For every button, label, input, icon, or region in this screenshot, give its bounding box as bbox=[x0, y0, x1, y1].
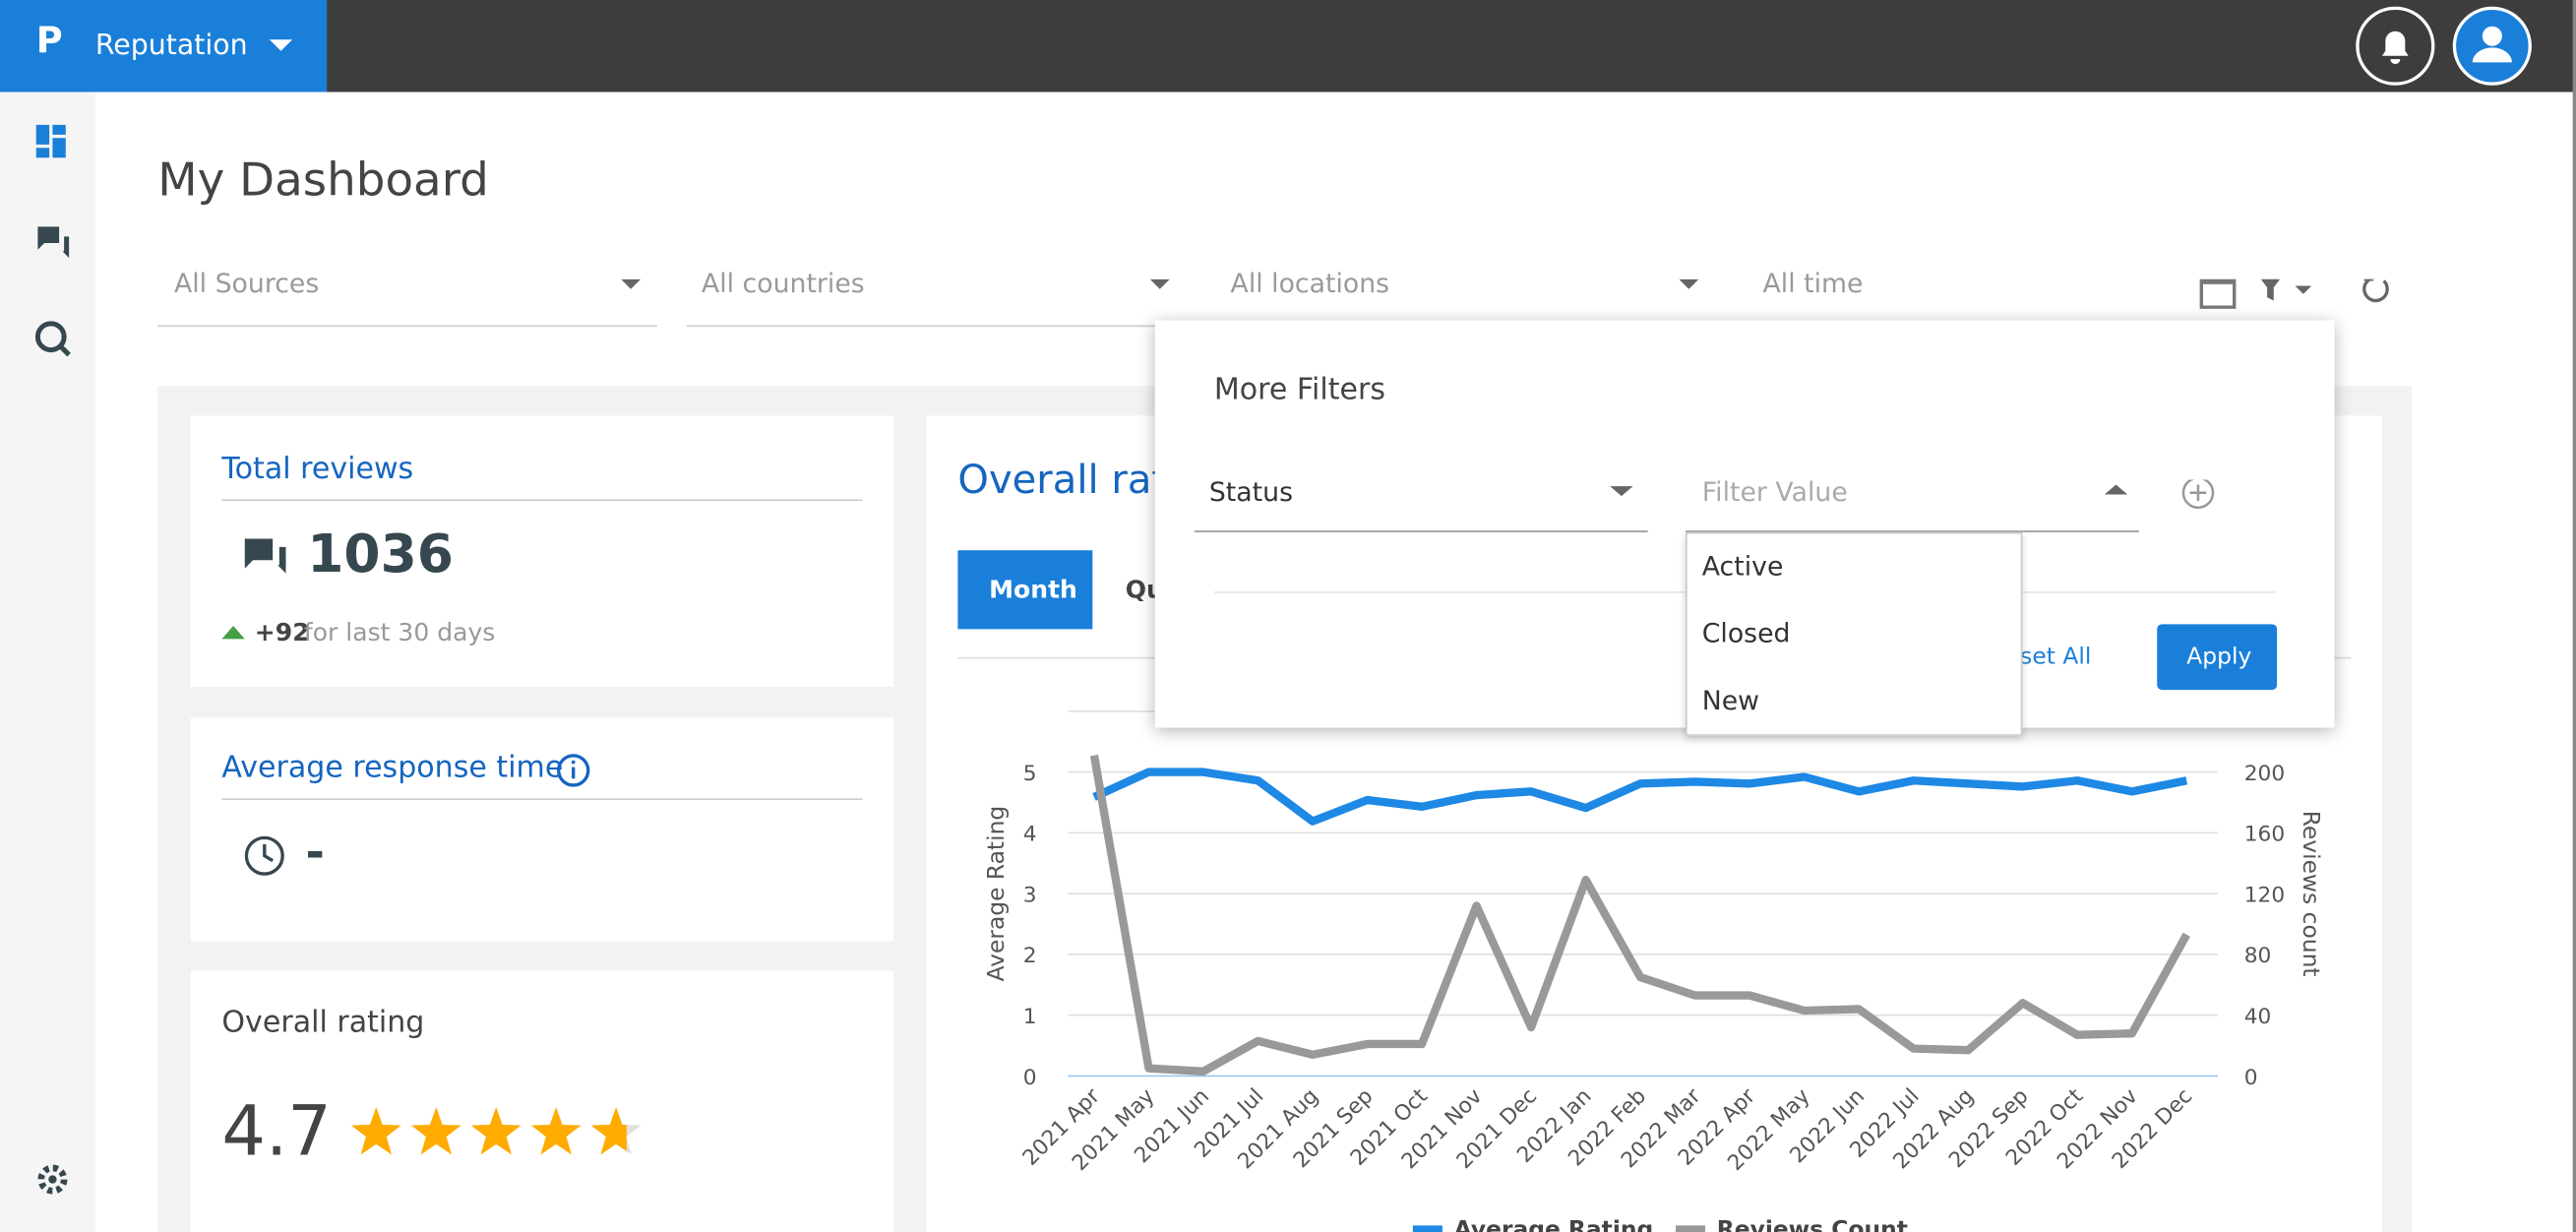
y-tick-label: 5 bbox=[1023, 762, 1037, 786]
rating-card bbox=[190, 970, 894, 1232]
filter[interactable]: All time bbox=[1762, 268, 1864, 299]
y2-tick-label: 0 bbox=[2244, 1066, 2258, 1090]
reviews-icon bbox=[244, 538, 286, 574]
y2-tick-label: 120 bbox=[2244, 883, 2285, 907]
response-value: - bbox=[305, 825, 325, 880]
change-text: for last 30 days bbox=[303, 617, 496, 647]
filter-line bbox=[686, 325, 1184, 328]
clock-icon bbox=[244, 835, 284, 876]
up-arrow bbox=[221, 626, 245, 640]
sidebar-icons[interactable] bbox=[32, 122, 72, 1206]
y2-tick-label: 160 bbox=[2244, 823, 2285, 847]
option[interactable]: Active bbox=[1701, 550, 1784, 582]
y-axis-label: Average Rating bbox=[982, 806, 1010, 982]
star bbox=[350, 1107, 401, 1155]
apply-label[interactable]: Apply bbox=[2186, 644, 2252, 671]
sidebar bbox=[0, 92, 95, 1232]
tab-active[interactable] bbox=[957, 550, 1093, 630]
rule bbox=[1194, 530, 1648, 532]
rule bbox=[221, 798, 863, 800]
card-title: Average response time bbox=[221, 750, 564, 785]
star bbox=[410, 1107, 461, 1155]
logo: P bbox=[35, 21, 63, 63]
header-icons[interactable] bbox=[2355, 6, 2536, 89]
stars bbox=[350, 1107, 642, 1155]
rating-value: 4.7 bbox=[221, 1090, 332, 1172]
y2-tick-label: 40 bbox=[2244, 1005, 2272, 1029]
filter[interactable]: All Sources bbox=[173, 268, 320, 299]
star bbox=[590, 1107, 627, 1155]
app-switcher[interactable] bbox=[0, 0, 328, 92]
y-tick-label: 2 bbox=[1023, 944, 1037, 968]
y2-tick-label: 80 bbox=[2244, 944, 2272, 968]
filter[interactable]: All countries bbox=[701, 268, 865, 299]
card-title: Overall rating bbox=[221, 1005, 425, 1040]
y-tick-label: 0 bbox=[1023, 1066, 1037, 1090]
y2-tick-label: 200 bbox=[2244, 762, 2285, 786]
app-name[interactable]: Reputation bbox=[94, 30, 248, 63]
legend-label: Average Rating bbox=[1454, 1215, 1654, 1232]
top-bar bbox=[0, 0, 2576, 92]
response-card bbox=[190, 717, 894, 942]
value-select[interactable]: Filter Value bbox=[1701, 476, 1848, 508]
filter[interactable]: All locations bbox=[1230, 268, 1390, 299]
total-reviews: 1036 bbox=[307, 522, 454, 585]
filter-line bbox=[157, 325, 657, 328]
rule bbox=[1686, 530, 2139, 532]
caret bbox=[269, 39, 293, 51]
legend-label: Reviews Count bbox=[1717, 1215, 1908, 1232]
series-line bbox=[1092, 768, 2188, 826]
y-tick-label: 1 bbox=[1023, 1005, 1037, 1029]
options-list bbox=[1686, 531, 2023, 736]
series-line bbox=[1089, 754, 2190, 1076]
change: +92 bbox=[254, 617, 310, 647]
popup-title: More Filters bbox=[1213, 372, 1386, 407]
popup-icons[interactable] bbox=[1610, 479, 2218, 512]
filter-icons[interactable] bbox=[621, 278, 2395, 312]
star bbox=[470, 1107, 521, 1155]
rule bbox=[221, 499, 863, 502]
star bbox=[530, 1107, 582, 1155]
y2-axis-label: Reviews count bbox=[2298, 811, 2325, 977]
card-title: Total reviews bbox=[221, 452, 414, 487]
y-tick-label: 4 bbox=[1023, 823, 1037, 847]
option[interactable]: Closed bbox=[1701, 617, 1791, 649]
page-title: My Dashboard bbox=[157, 153, 489, 208]
info-icon[interactable] bbox=[555, 753, 591, 789]
field-select[interactable]: Status bbox=[1208, 476, 1293, 508]
option[interactable]: New bbox=[1701, 685, 1760, 716]
y-tick-label: 3 bbox=[1023, 883, 1037, 907]
tab[interactable]: Month bbox=[989, 575, 1077, 605]
edge bbox=[2572, 0, 2576, 1232]
apply-button[interactable] bbox=[2157, 624, 2278, 691]
total-reviews-card bbox=[190, 415, 894, 687]
